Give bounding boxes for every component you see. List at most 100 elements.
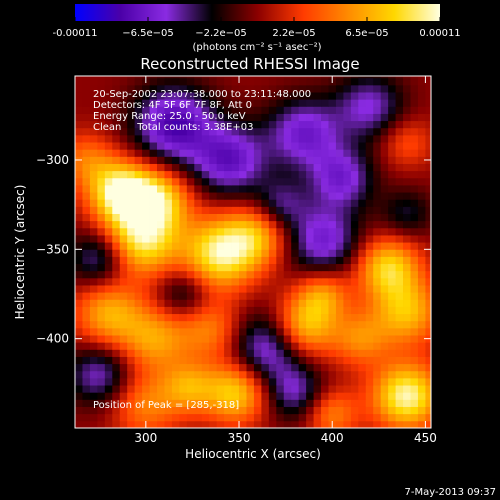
heatmap-cell [142, 177, 150, 186]
heatmap-cell [201, 77, 210, 86]
heatmap-cell [358, 327, 367, 336]
heatmap-cell [134, 142, 143, 150]
heatmap-cell [283, 235, 292, 243]
heatmap-cell [239, 120, 247, 129]
heatmap-cell [127, 277, 136, 286]
heatmap-cell [388, 270, 396, 279]
heatmap-cell [291, 77, 300, 86]
heatmap-cell [239, 335, 247, 343]
heatmap-cell [157, 142, 165, 150]
heatmap-cell [75, 92, 83, 100]
heatmap-cell [388, 306, 396, 315]
heatmap-cell [239, 163, 247, 172]
heatmap-cell [395, 356, 404, 365]
heatmap-cell [149, 77, 158, 86]
heatmap-cell [395, 242, 404, 250]
heatmap-cell [216, 106, 225, 114]
heatmap-cell [104, 356, 113, 365]
heatmap-cell [417, 385, 426, 393]
heatmap-cell [358, 77, 367, 86]
heatmap-cell [134, 120, 143, 129]
heatmap-cell [410, 356, 419, 365]
heatmap-cell [328, 406, 337, 415]
heatmap-cell [365, 385, 374, 393]
heatmap-cell [82, 299, 91, 307]
heatmap-cell [268, 342, 277, 350]
heatmap-cell [410, 142, 419, 150]
heatmap-cell [224, 220, 232, 229]
heatmap-cell [388, 113, 396, 122]
heatmap-cell [224, 77, 232, 86]
heatmap-cell [171, 134, 180, 143]
heatmap-cell [306, 206, 314, 214]
heatmap-cell [328, 220, 337, 229]
heatmap-cell [321, 406, 329, 415]
heatmap-cell [410, 134, 419, 143]
heatmap-cell [127, 92, 136, 100]
heatmap-cell [157, 77, 165, 86]
heatmap-cell [425, 199, 431, 207]
heatmap-cell [388, 363, 396, 372]
heatmap-cell [276, 149, 285, 157]
heatmap-cell [224, 84, 232, 93]
heatmap-cell [410, 206, 419, 214]
heatmap-cell [306, 227, 314, 236]
heatmap-cell [410, 113, 419, 122]
heatmap-cell [343, 192, 352, 200]
heatmap-cell [209, 399, 218, 407]
heatmap-cell [104, 349, 113, 357]
heatmap-cell [209, 370, 218, 379]
heatmap-cell [89, 227, 98, 236]
heatmap-cell [291, 420, 300, 428]
heatmap-cell [164, 199, 173, 207]
heatmap-cell [380, 156, 389, 164]
heatmap-cell [119, 170, 128, 179]
heatmap-cell [82, 113, 91, 122]
heatmap-cell [298, 220, 307, 229]
heatmap-cell [313, 349, 322, 357]
heatmap-cell [209, 199, 218, 207]
heatmap-cell [298, 184, 307, 193]
heatmap-cell [343, 127, 352, 136]
heatmap-cell [417, 420, 426, 428]
heatmap-cell [358, 206, 367, 214]
heatmap-cell [201, 113, 210, 122]
heatmap-cell [239, 76, 247, 79]
heatmap-cell [350, 99, 359, 107]
heatmap-cell [97, 242, 106, 250]
heatmap-cell [239, 170, 247, 179]
heatmap-cell [380, 127, 389, 136]
heatmap-cell [276, 76, 285, 79]
heatmap-cell [171, 327, 180, 336]
heatmap-cell [171, 242, 180, 250]
heatmap-cell [283, 206, 292, 214]
heatmap-cell [306, 370, 314, 379]
heatmap-cell [388, 249, 396, 257]
heatmap-cell [179, 113, 188, 122]
heatmap-cell [276, 356, 285, 365]
heatmap-cell [395, 363, 404, 372]
heatmap-cell [104, 127, 113, 136]
heatmap-cell [127, 227, 136, 236]
heatmap-cell [179, 92, 188, 100]
heatmap-cell [373, 313, 382, 322]
colorbar-tick-labels: -0.00011 −6.5e−05 −2.2e−05 2.2e−05 6.5e−05 0.… [53, 28, 461, 39]
heatmap-cell [365, 84, 374, 93]
heatmap-cell [291, 413, 300, 422]
heatmap-cell [425, 184, 431, 193]
heatmap-cell [82, 242, 91, 250]
heatmap-cell [179, 327, 188, 336]
heatmap-cell [112, 76, 121, 79]
heatmap-cell [171, 220, 180, 229]
heatmap-cell [179, 84, 188, 93]
heatmap-cell [328, 99, 337, 107]
heatmap-cell [82, 92, 91, 100]
heatmap-cell [186, 213, 195, 222]
heatmap-cell [224, 170, 232, 179]
heatmap-cell [149, 149, 158, 157]
heatmap-cell [216, 220, 225, 229]
heatmap-cell [410, 313, 419, 322]
heatmap-cell [410, 77, 419, 86]
heatmap-cell [134, 177, 143, 186]
heatmap-cell [164, 213, 173, 222]
